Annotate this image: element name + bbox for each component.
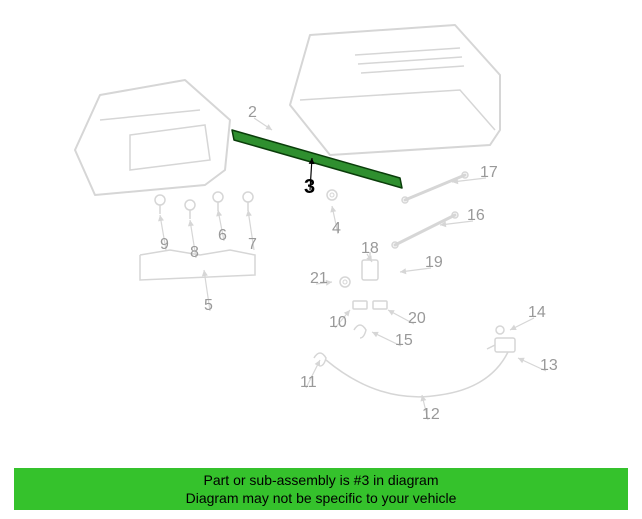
callout-19: 19 [425, 254, 443, 272]
callout-18: 18 [361, 240, 379, 258]
callout-3: 3 [304, 176, 315, 199]
callout-4: 4 [332, 220, 341, 238]
callout-8: 8 [190, 244, 199, 262]
callout-20: 20 [408, 310, 426, 328]
callout-6: 6 [218, 227, 227, 245]
callout-2: 2 [248, 104, 257, 122]
callout-15: 15 [395, 332, 413, 350]
callout-13: 13 [540, 357, 558, 375]
callout-11: 11 [300, 374, 317, 392]
banner-line-2: Diagram may not be specific to your vehi… [14, 489, 628, 507]
callout-16: 16 [467, 207, 485, 225]
diagram-svg [0, 0, 642, 519]
callout-14: 14 [528, 304, 546, 322]
callout-21: 21 [310, 270, 328, 288]
info-banner: Part or sub-assembly is #3 in diagram Di… [14, 468, 628, 510]
diagram-stage: Part or sub-assembly is #3 in diagram Di… [0, 0, 642, 519]
callout-5: 5 [204, 297, 213, 315]
callout-10: 10 [329, 314, 347, 332]
callout-9: 9 [160, 236, 169, 254]
callout-17: 17 [480, 164, 498, 182]
callout-7: 7 [248, 236, 257, 254]
banner-line-1: Part or sub-assembly is #3 in diagram [14, 471, 628, 489]
callout-12: 12 [422, 406, 440, 424]
